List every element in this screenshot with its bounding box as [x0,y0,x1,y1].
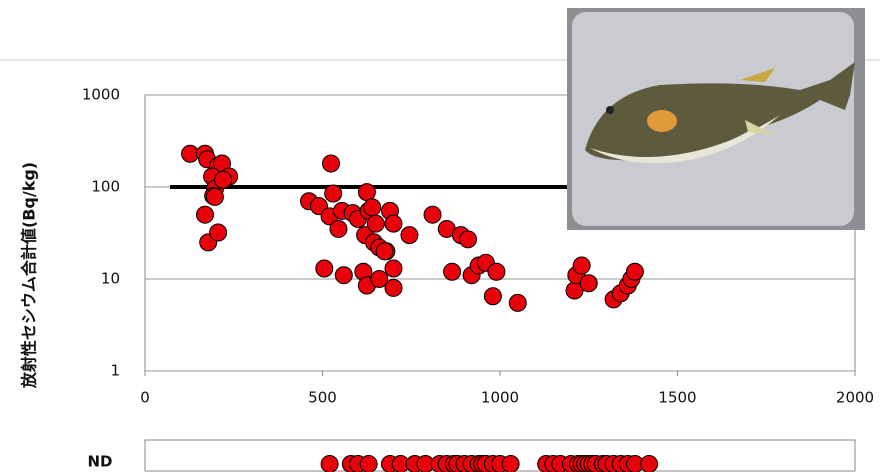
nd-point [501,455,520,472]
data-point [487,262,506,281]
data-point [384,259,403,278]
x-tick-label: 1000 [481,389,519,407]
data-point [443,262,462,281]
y-tick-label: 100 [91,178,120,196]
x-tick-label: 500 [308,389,337,407]
data-point [375,242,394,261]
data-point [315,259,334,278]
data-point [483,287,502,306]
data-point [205,187,224,206]
data-point [423,205,442,224]
data-point [329,219,348,238]
y-tick-label: 1000 [82,86,120,104]
x-tick-label: 0 [140,389,150,407]
y-tick-label: 10 [101,270,120,288]
x-tick-label: 2000 [836,389,874,407]
nd-point [359,455,378,472]
data-point [366,214,385,233]
fish-photo [567,8,865,230]
data-point [363,198,382,217]
data-point [572,256,591,275]
data-point [370,270,389,288]
data-point [209,223,228,242]
plot: 1 10 100 1000 0 500 1000 1500 2000 [82,86,876,472]
data-point [508,293,527,312]
data-point [400,226,419,245]
data-point [195,205,214,224]
data-point [384,214,403,233]
data-point [579,274,598,293]
nd-point [640,455,659,472]
y-axis-label: 放射性セシウム合計値(Bq/kg) [20,162,39,389]
y-tick-label: 1 [110,362,120,380]
data-point [384,278,403,297]
nd-point [320,455,339,472]
data-point [322,154,341,173]
data-point [459,230,478,249]
nd-label: ND [87,453,112,471]
x-tick-label: 1500 [658,389,696,407]
data-point [324,184,343,203]
data-point [357,183,376,202]
data-point [334,266,353,285]
data-point [214,170,233,189]
data-point [625,262,644,281]
